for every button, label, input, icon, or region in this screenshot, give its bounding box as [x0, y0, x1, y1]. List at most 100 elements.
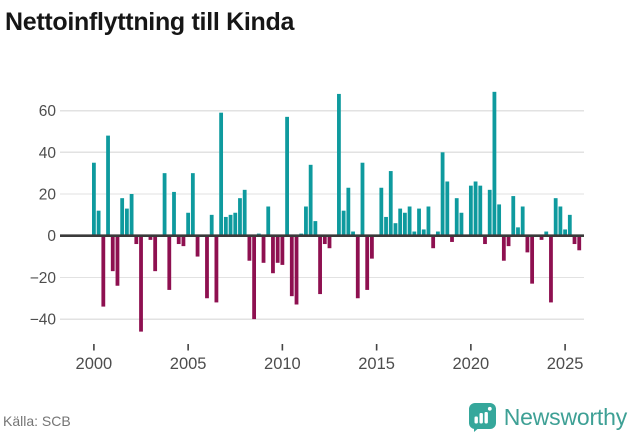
bar-positive — [96, 210, 101, 236]
bar-positive — [228, 214, 233, 236]
bar-negative — [431, 235, 436, 249]
bar-positive — [511, 196, 516, 236]
bar-positive — [172, 191, 176, 236]
bar-positive — [459, 212, 464, 236]
bar-negative — [530, 235, 535, 284]
y-axis-tick-label: 40 — [39, 145, 57, 162]
y-axis-tick-label: 20 — [39, 187, 57, 204]
bar-positive — [473, 181, 478, 236]
x-axis-tick-label: 2020 — [453, 355, 490, 373]
bar-positive — [478, 185, 483, 236]
bar-positive — [445, 181, 450, 236]
bar-negative — [252, 235, 257, 320]
x-axis-tick-label: 2010 — [264, 355, 301, 373]
source-label: Källa: SCB — [3, 413, 71, 429]
bar-positive — [209, 214, 214, 236]
bar-negative — [365, 235, 370, 290]
x-axis-tick-label: 2015 — [358, 355, 395, 373]
bar-positive — [497, 204, 502, 236]
bar-positive — [124, 208, 129, 236]
bar-positive — [520, 206, 525, 236]
net-migration-bar-chart: −40 −20 0 20 40 60 2000 2005 2010 2015 2020 2025 — [30, 91, 584, 373]
bar-positive — [487, 189, 492, 236]
newsworthy-logo-text: Newsworthy — [503, 404, 627, 430]
bar-positive — [388, 171, 393, 236]
bar-positive — [563, 229, 567, 236]
bar-positive — [440, 152, 445, 236]
bar-positive — [308, 164, 313, 236]
bar-negative — [370, 235, 374, 259]
newsworthy-logo-icon — [468, 403, 496, 432]
bar-negative — [115, 235, 120, 286]
bar-negative — [525, 235, 530, 253]
bar-positive — [129, 194, 134, 236]
bar-positive — [92, 162, 96, 236]
bar-positive — [492, 91, 497, 236]
bar-negative — [572, 235, 577, 245]
bar-positive — [186, 212, 191, 236]
bar-positive — [266, 206, 271, 236]
bar-positive — [398, 208, 403, 236]
bar-positive — [120, 198, 125, 236]
bar-positive — [233, 212, 238, 236]
bar-negative — [134, 235, 139, 245]
bar-negative — [271, 235, 275, 274]
bar-negative — [506, 235, 511, 247]
y-axis-tick-label: −40 — [30, 312, 57, 329]
bar-negative — [322, 235, 327, 245]
bar-positive — [360, 162, 365, 236]
bar-positive — [567, 214, 572, 236]
bar-positive — [384, 216, 388, 236]
y-axis-tick-label: 0 — [47, 228, 56, 245]
bar-negative — [214, 235, 219, 303]
bar-positive — [313, 221, 318, 236]
bar-negative — [280, 235, 285, 265]
bar-negative — [148, 235, 153, 240]
bar-negative — [318, 235, 322, 295]
bar-negative — [110, 235, 115, 272]
bar-negative — [450, 235, 454, 242]
bar-positive — [304, 206, 308, 236]
bar-positive — [402, 212, 407, 236]
bar-positive — [238, 198, 242, 236]
bar-negative — [539, 235, 544, 240]
x-axis-tick-label: 2000 — [76, 355, 113, 373]
chart-title: Nettoinflyttning till Kinda — [5, 8, 295, 36]
bar-positive — [351, 231, 355, 236]
bar-negative — [176, 235, 181, 245]
bar-positive — [219, 112, 224, 236]
bar-negative — [167, 235, 172, 290]
bar-negative — [101, 235, 106, 307]
bar-negative — [275, 235, 280, 263]
bar-positive — [454, 198, 459, 236]
bar-negative — [294, 235, 299, 305]
bar-positive — [162, 173, 167, 236]
bar-negative — [153, 235, 158, 272]
bar-positive — [421, 229, 426, 236]
x-axis-tick-label: 2005 — [170, 355, 207, 373]
bar-negative — [247, 235, 252, 261]
bar-positive — [223, 216, 228, 236]
bar-positive — [426, 206, 431, 236]
bar-negative — [483, 235, 487, 245]
bar-negative — [327, 235, 332, 249]
bar-negative — [549, 235, 553, 303]
bar-positive — [106, 135, 110, 236]
bar-negative — [205, 235, 209, 299]
bar-positive — [407, 206, 412, 236]
bar-positive — [393, 223, 398, 236]
bar-positive — [242, 189, 247, 236]
bar-positive — [341, 210, 346, 236]
bar-negative — [181, 235, 186, 247]
y-axis-tick-label: 60 — [39, 103, 57, 120]
bar-positive — [412, 231, 417, 236]
bar-negative — [577, 235, 582, 251]
bar-positive — [337, 93, 341, 236]
bar-positive — [558, 206, 563, 236]
newsworthy-logo[interactable]: Newsworthy — [468, 402, 627, 433]
bar-positive — [544, 231, 549, 236]
bar-negative — [355, 235, 360, 299]
bar-positive — [468, 185, 473, 236]
bar-negative — [289, 235, 294, 297]
bar-positive — [190, 173, 195, 236]
